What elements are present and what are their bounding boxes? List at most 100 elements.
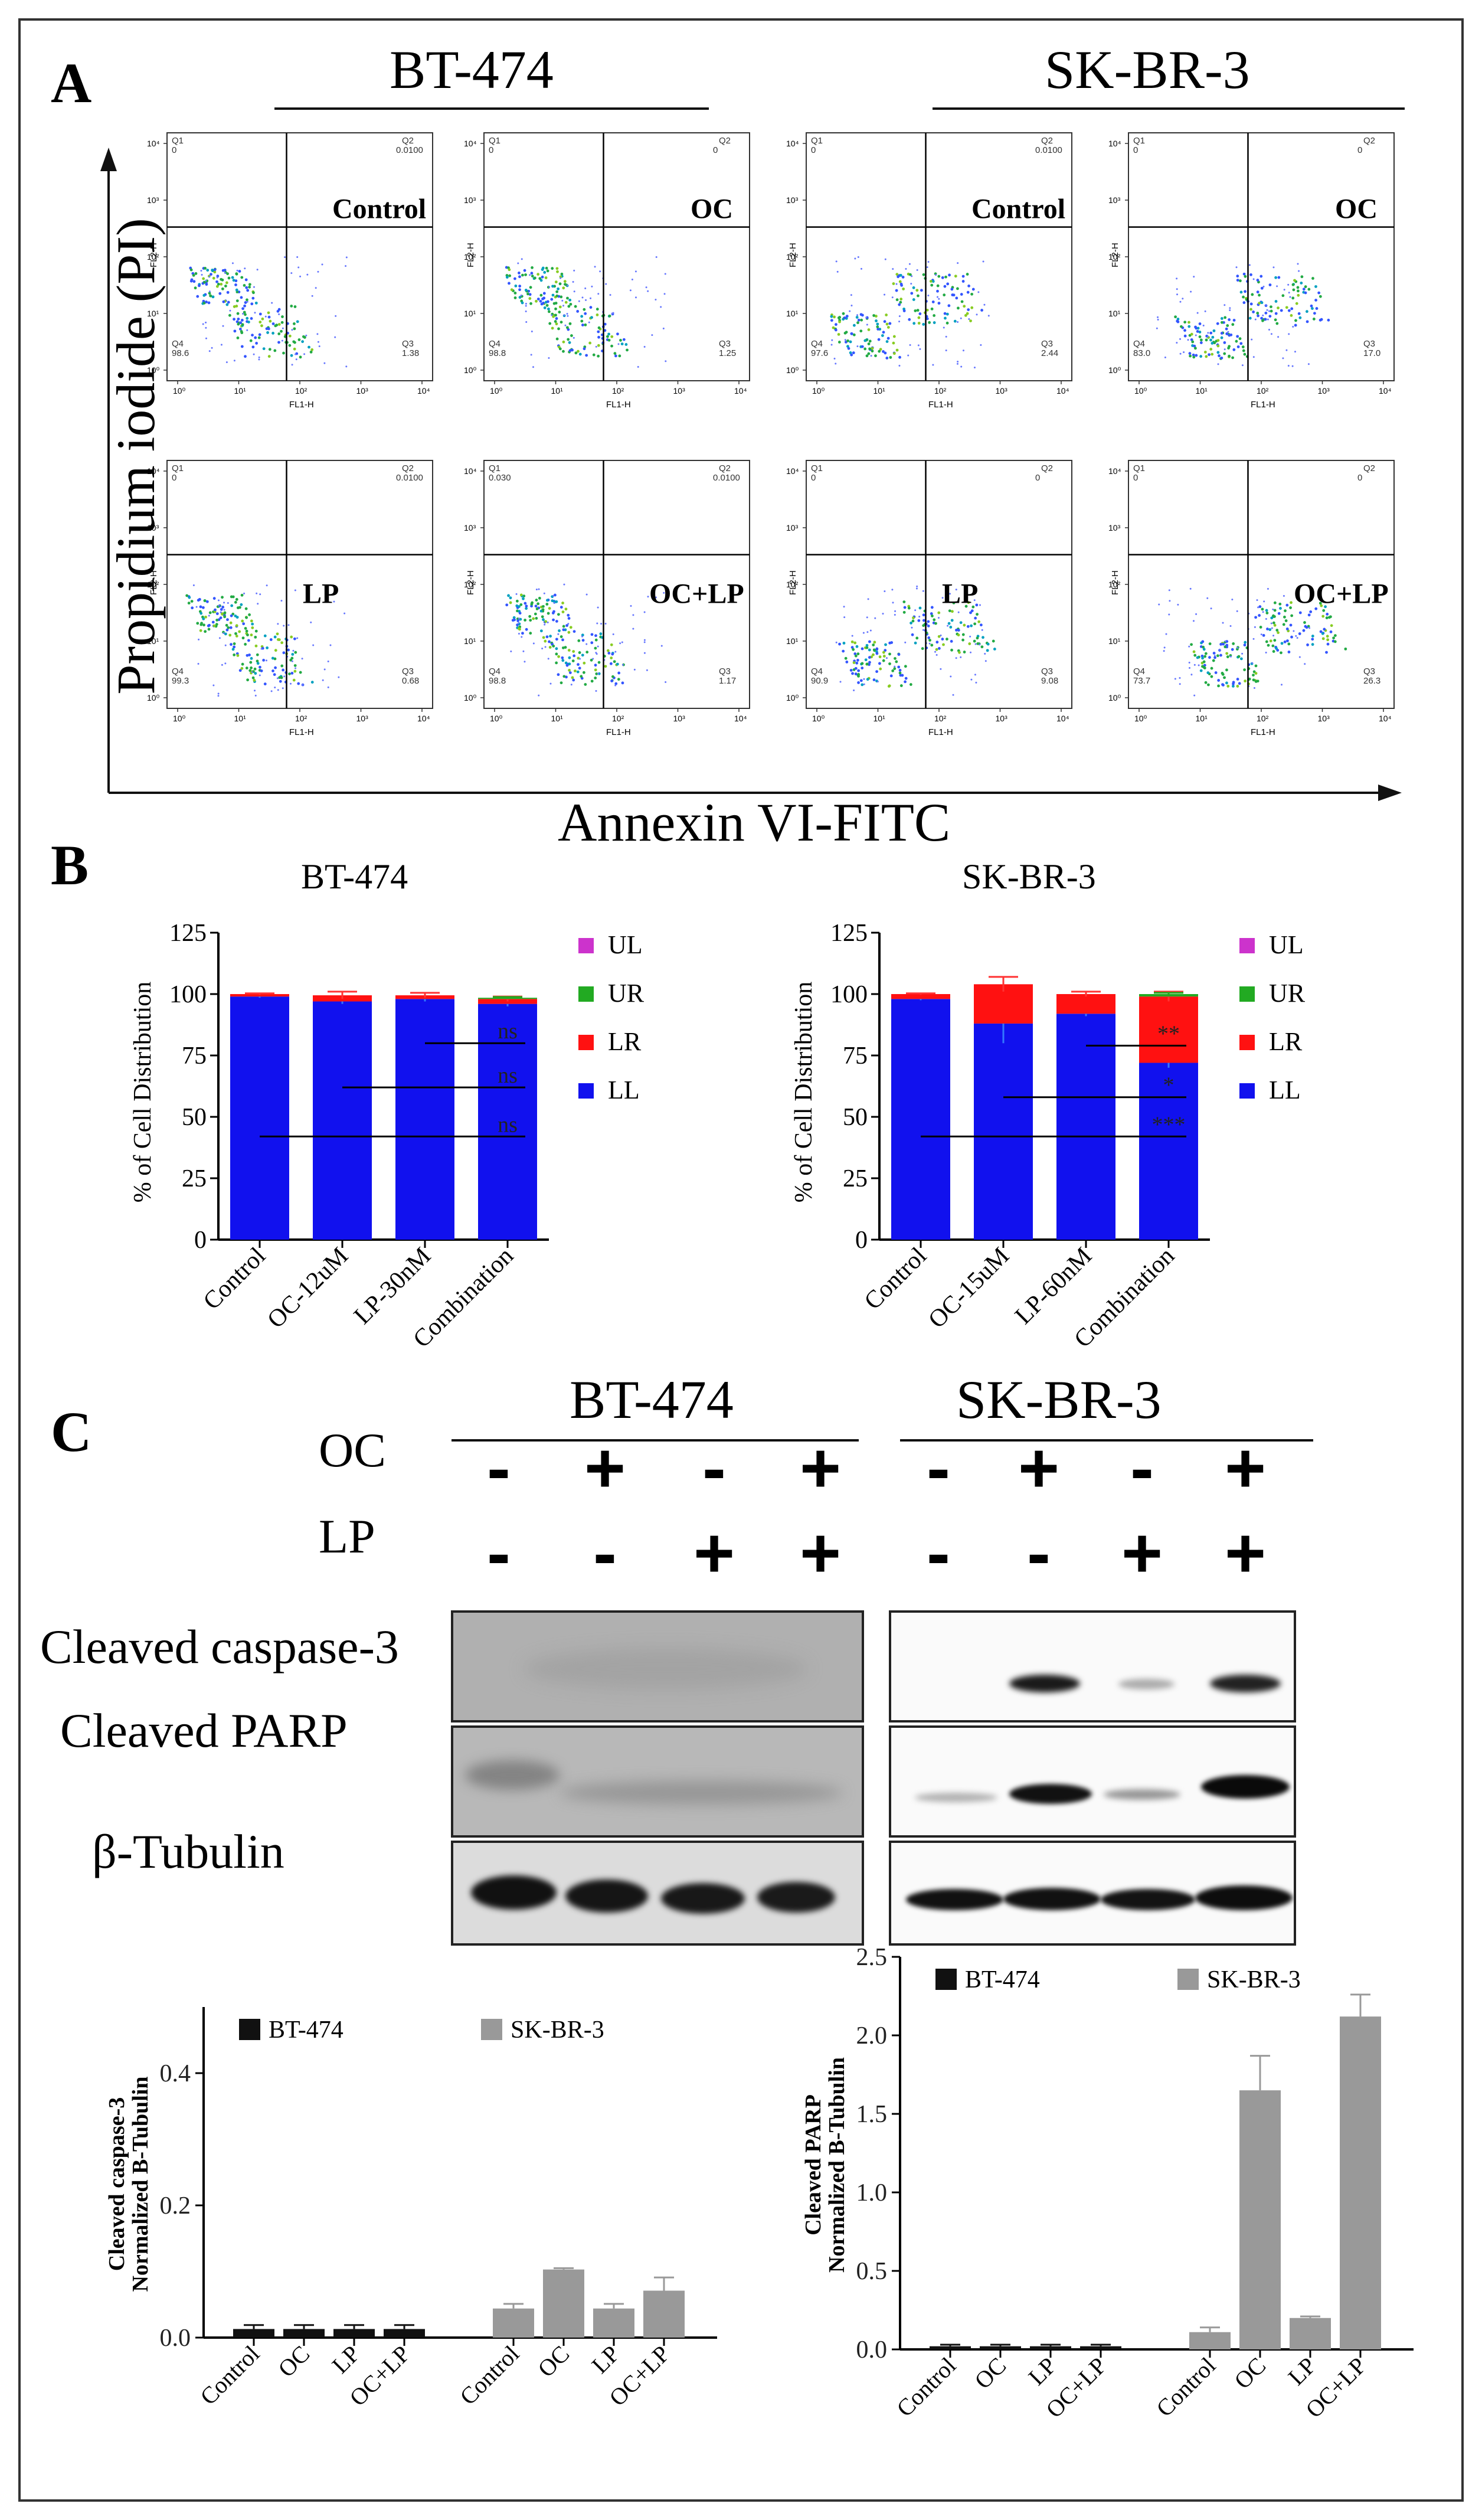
flow-event-dot (599, 632, 603, 636)
flow-event-dot (869, 629, 872, 632)
flow-event-dot (528, 293, 532, 296)
flow-event-dot (1165, 633, 1167, 635)
flow-event-dot (580, 319, 584, 323)
flow-event-dot (277, 332, 281, 335)
flow-event-dot (922, 273, 925, 276)
y-tick-label: 2.0 (856, 2022, 888, 2050)
flow-event-dot (1183, 351, 1185, 354)
flow-event-dot (1277, 336, 1280, 338)
flow-event-dot (959, 621, 963, 625)
flow-event-dot (517, 262, 519, 264)
flow-event-dot (1242, 301, 1246, 305)
flow-event-dot (235, 305, 238, 308)
flow-plot: 10⁰ 10⁰ 10¹ 10¹ 10² 10² 10³ 10³ 10⁴ 10⁴ FL1-H FL2-H… (783, 127, 1084, 419)
flow-event-dot (223, 609, 225, 611)
flow-event-dot (912, 616, 915, 620)
flow-event-dot (1252, 678, 1255, 682)
flow-event-dot (567, 623, 570, 625)
bar-ll (395, 999, 454, 1240)
flow-event-dot (606, 649, 610, 652)
flow-event-dot (970, 292, 974, 296)
flow-event-dot (884, 649, 887, 652)
flow-event-dot (197, 599, 200, 602)
flow-event-dot (554, 320, 557, 323)
flow-event-dot (1199, 338, 1203, 342)
flow-event-dot (1226, 655, 1229, 659)
flow-event-dot (521, 258, 523, 260)
flow-event-dot (543, 270, 547, 274)
flow-event-dot (217, 599, 220, 602)
legend-swatch-ul (1239, 938, 1255, 953)
flow-event-dot (205, 300, 208, 303)
flow-event-dot (524, 289, 528, 292)
flow-event-dot (970, 306, 974, 309)
flow-event-dot (248, 653, 251, 656)
flow-event-dot (551, 285, 554, 288)
flow-event-dot (885, 313, 888, 316)
flow-event-dot (585, 651, 589, 654)
flow-event-dot (1208, 353, 1211, 357)
flow-event-dot (518, 632, 520, 635)
bar-ll (891, 999, 950, 1240)
flow-event-dot (874, 617, 876, 619)
flow-event-dot (933, 321, 936, 324)
flow-event-dot (1254, 672, 1258, 675)
flow-event-dot (240, 666, 244, 670)
flow-event-dot (852, 333, 856, 336)
flow-event-dot (565, 624, 568, 627)
flow-event-dot (509, 596, 512, 600)
x-tick-label: 10² (295, 386, 307, 396)
flow-event-dot (212, 276, 215, 280)
panel-c-underline-bt474 (452, 1439, 859, 1442)
flow-event-dot (220, 282, 223, 286)
flow-event-dot (552, 645, 555, 648)
flow-event-dot (1241, 345, 1245, 349)
flow-event-dot (519, 593, 523, 597)
flow-event-dot (594, 634, 597, 638)
flow-event-dot (563, 314, 565, 316)
flow-event-dot (1290, 635, 1293, 639)
flow-event-dot (562, 340, 565, 344)
flow-event-dot (1259, 626, 1262, 629)
flow-event-dot (961, 280, 965, 283)
flow-y-label: FL2-H (149, 243, 159, 267)
oc-sign: - (1130, 1429, 1154, 1508)
flow-x-label: FL1-H (928, 727, 953, 737)
flow-event-dot (293, 327, 296, 331)
y-tick-label: 10⁰ (1108, 693, 1121, 702)
flow-event-dot (888, 641, 892, 645)
flow-event-dot (1207, 335, 1209, 338)
flow-event-dot (510, 288, 513, 292)
y-tick-label: 125 (830, 920, 868, 947)
flow-event-dot (280, 329, 283, 333)
flow-event-dot (1258, 302, 1261, 305)
flow-event-dot (566, 296, 569, 300)
flow-event-dot (546, 300, 549, 303)
flow-event-dot (536, 298, 540, 300)
flow-event-dot (565, 326, 569, 329)
flow-event-dot (561, 602, 564, 604)
flow-event-dot (217, 283, 220, 286)
flow-event-dot (1232, 642, 1235, 645)
flow-event-dot (1232, 684, 1235, 688)
flow-event-dot (1276, 285, 1278, 287)
flow-event-dot (626, 348, 629, 352)
flow-event-dot (982, 260, 984, 263)
flow-event-dot (934, 622, 937, 625)
flow-event-dot (551, 267, 554, 270)
flow-event-dot (1192, 650, 1196, 653)
flow-event-dot (919, 348, 921, 350)
q1-label: Q1 (172, 463, 184, 473)
flow-event-dot (244, 607, 248, 610)
flow-event-dot (560, 272, 564, 276)
flow-event-dot (1192, 355, 1196, 359)
y-tick-label: 10² (786, 580, 799, 589)
x-tick-label: 10³ (1318, 386, 1330, 396)
flow-event-dot (970, 624, 973, 627)
flow-plot: 10⁰ 10⁰ 10¹ 10¹ 10² 10² 10³ 10³ 10⁴ 10⁴ FL1-H FL2-H… (783, 455, 1084, 747)
flow-event-dot (1228, 318, 1231, 321)
flow-event-dot (276, 632, 279, 636)
flow-event-dot (1191, 340, 1195, 344)
flow-event-dot (918, 312, 922, 315)
flow-event-dot (911, 275, 913, 277)
